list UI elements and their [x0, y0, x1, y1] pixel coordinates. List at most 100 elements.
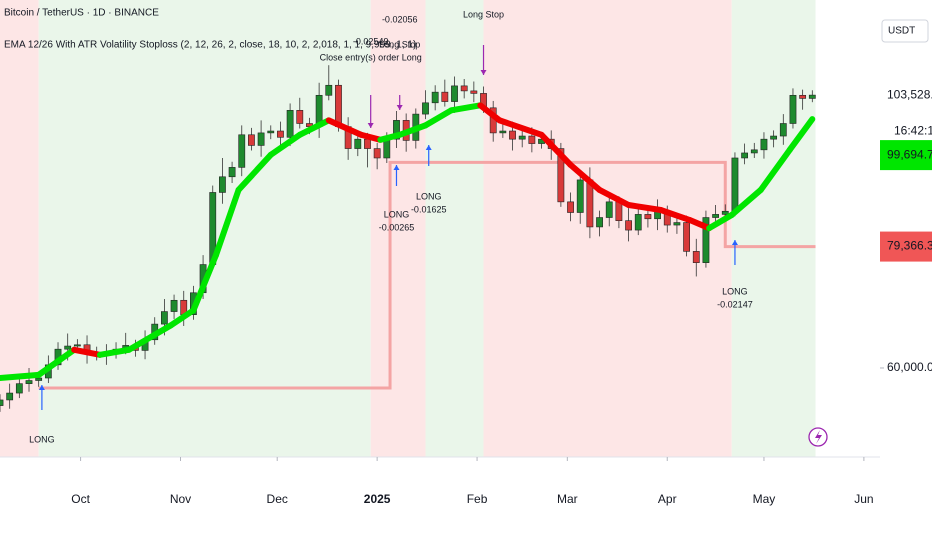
candle-body	[605, 201, 613, 218]
candle-body	[0, 399, 4, 406]
candle-body	[6, 392, 14, 401]
candle-body	[702, 217, 710, 263]
ema-segment	[296, 117, 332, 138]
ema-segment	[358, 131, 384, 143]
x-tick-label: May	[753, 492, 776, 506]
signal-arrow-head	[393, 165, 400, 170]
candle-body	[64, 345, 72, 350]
candle-body	[277, 130, 284, 138]
candle-body	[712, 214, 719, 218]
x-tick-label: Nov	[170, 492, 191, 506]
ema-segment	[706, 212, 735, 232]
candle-body	[528, 135, 536, 144]
ema-segment	[538, 131, 574, 168]
ema-segment	[35, 346, 78, 378]
ema-segment	[325, 117, 365, 138]
candle-body	[692, 251, 700, 263]
candle-body	[373, 148, 381, 159]
signal-arrow-head	[480, 70, 487, 75]
ema-segment	[125, 322, 174, 353]
ema-segment	[786, 116, 816, 153]
signal-label: -0.02549	[353, 36, 389, 46]
ema-segment	[728, 186, 764, 219]
ema-segment	[235, 151, 274, 193]
candle-body	[683, 222, 690, 252]
candle-body	[799, 94, 807, 99]
candle-body	[625, 220, 632, 231]
candle-body	[335, 84, 342, 127]
signal-label: Long Stop	[379, 39, 420, 49]
signal-zone	[370, 0, 426, 457]
candle-body	[161, 311, 168, 325]
currency-box[interactable]	[881, 19, 929, 43]
candle-body	[35, 377, 43, 381]
candle-body	[325, 84, 333, 96]
candle-body	[673, 222, 681, 226]
candle-body	[470, 90, 478, 94]
signal-label: LONG	[722, 286, 748, 296]
signal-arrow-head	[396, 105, 403, 110]
candle-body	[644, 214, 652, 220]
signal-label: -0.00265	[379, 222, 415, 232]
signal-zone	[38, 0, 371, 457]
ema-segment	[625, 201, 664, 214]
candle-body	[25, 380, 33, 384]
x-tick-label: Dec	[267, 492, 288, 506]
candle-body	[615, 201, 623, 221]
candle-body	[422, 102, 429, 115]
candle-body	[557, 148, 565, 203]
candle-body	[219, 176, 226, 193]
candle-body	[383, 138, 391, 159]
candle-body	[393, 120, 400, 140]
ema-segment	[212, 186, 242, 259]
candle-body	[741, 152, 749, 159]
ema-segment	[567, 161, 603, 193]
icon-bolt	[815, 430, 822, 444]
ema-segment	[686, 217, 713, 232]
stop-line	[38, 160, 816, 390]
signal-marker: LONG -0.01625	[411, 145, 447, 214]
y-tick-label: 60,000.00	[887, 360, 932, 374]
ema-segment	[496, 117, 545, 138]
candle-body	[731, 157, 739, 212]
signal-label: LONG	[29, 434, 55, 444]
candle-body	[15, 383, 23, 394]
candle-body	[721, 210, 729, 215]
indicator-label: EMA 12/26 With ATR Volatility Stoploss (…	[4, 40, 416, 51]
ema-segment	[757, 146, 793, 193]
signal-arrow-head	[367, 123, 374, 128]
ema-segment	[657, 207, 693, 224]
candle-body	[460, 85, 468, 92]
signal-label: -0.02147	[717, 299, 753, 309]
candle-body	[634, 214, 642, 231]
ema-segment	[0, 371, 42, 382]
x-tick-label: Oct	[71, 492, 90, 506]
signal-label: -0.01625	[411, 204, 447, 214]
countdown: 16:42:12	[894, 123, 932, 137]
candle-body	[431, 91, 439, 104]
signal-zone	[425, 0, 484, 457]
ema-segment	[71, 346, 103, 358]
replay-icon[interactable]	[808, 427, 828, 447]
price-label: 103,528.57	[887, 87, 932, 101]
candle-body	[248, 134, 255, 146]
ema-segment	[596, 186, 632, 208]
ema-segment	[448, 102, 484, 114]
candle-body	[73, 344, 81, 347]
ema-segment	[190, 252, 219, 314]
ema-segment	[422, 107, 455, 129]
candle-body	[779, 123, 787, 137]
candle-body	[509, 130, 516, 140]
candle-body	[364, 138, 371, 149]
candle-body	[267, 130, 275, 134]
x-tick-label: Feb	[467, 492, 488, 506]
x-tick-label: Mar	[557, 492, 578, 506]
ema-segment	[477, 102, 503, 124]
candle-body	[257, 132, 265, 146]
candle-body	[750, 149, 758, 154]
signal-zone	[483, 0, 732, 457]
candle-body	[354, 138, 362, 149]
signal-zone	[731, 0, 816, 457]
